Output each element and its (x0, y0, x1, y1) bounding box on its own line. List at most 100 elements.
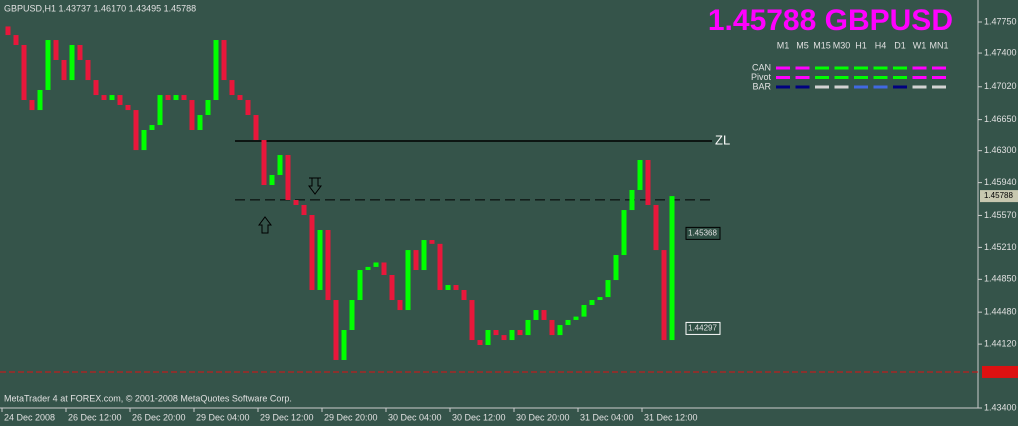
x-tick-label: 30 Dec 20:00 (516, 412, 570, 422)
footer: MetaTrader 4 at FOREX.com, © 2001-2008 M… (4, 393, 292, 403)
y-tick-label: 1.43400 (984, 402, 1017, 412)
candle-body (485, 330, 491, 345)
candle-body (333, 300, 339, 360)
y-tick-label: 1.45570 (984, 210, 1017, 220)
candle-body (37, 89, 43, 111)
x-tick-label: 30 Dec 12:00 (452, 412, 506, 422)
y-tick-label: 1.44120 (984, 338, 1017, 348)
candle-body (397, 300, 403, 311)
candle-body (213, 40, 219, 101)
level-marker (982, 365, 1018, 378)
x-tick-label: 30 Dec 04:00 (388, 412, 442, 422)
candle-body (325, 230, 331, 301)
candle-body (85, 59, 91, 81)
x-tick-label: 26 Dec 20:00 (132, 412, 186, 422)
x-tick-label: 31 Dec 04:00 (580, 412, 634, 422)
y-tick-label: 1.46300 (984, 145, 1017, 155)
y-tick-label: 1.46650 (984, 114, 1017, 124)
candle-body (517, 330, 523, 336)
candle-body (245, 100, 251, 116)
y-tick-label: 1.44850 (984, 274, 1017, 284)
panel-column: W1 (913, 40, 927, 50)
x-tick-label: 24 Dec 2008 (4, 412, 55, 422)
candle-body (293, 200, 299, 205)
candle-body (437, 243, 443, 290)
candle-body (629, 189, 635, 211)
candle-body (173, 95, 179, 101)
candle-body (405, 250, 411, 311)
candle-body (157, 95, 163, 126)
candle-body (261, 140, 267, 186)
candle-body (61, 59, 67, 81)
panel-column: M15 (813, 40, 831, 50)
y-tick-label: 1.47020 (984, 81, 1017, 91)
panel-row-label: BAR (752, 81, 771, 91)
candle-body (109, 95, 115, 101)
candle-body (389, 274, 395, 301)
candle-body (469, 300, 475, 341)
candle-body (29, 100, 35, 111)
x-tick-label: 26 Dec 12:00 (68, 412, 122, 422)
candle-body (77, 44, 83, 60)
candle-body (309, 215, 315, 290)
candle-body (69, 44, 75, 81)
candle-body (125, 104, 131, 111)
chart-title: GBPUSD,H1 1.43737 1.46170 1.43495 1.4578… (4, 3, 196, 13)
candle-body (461, 289, 467, 301)
candle-body (477, 340, 483, 345)
panel-column: MN1 (929, 40, 948, 50)
candle-body (13, 35, 19, 45)
panel-column: M1 (777, 40, 790, 50)
candle-body (661, 250, 667, 341)
x-tick-label: 29 Dec 04:00 (196, 412, 250, 422)
candle-body (229, 80, 235, 96)
candle-body (301, 204, 307, 216)
candle-body (365, 266, 371, 271)
candle-body (525, 319, 531, 336)
candle-body (317, 230, 323, 290)
candle-body (613, 255, 619, 281)
candle-body (101, 95, 107, 101)
panel-column: M5 (796, 40, 809, 50)
candle-body (349, 300, 355, 331)
candle-body (53, 40, 59, 60)
candle-body (277, 155, 283, 175)
current-price-box (980, 190, 1018, 203)
y-tick-label: 1.47400 (984, 47, 1017, 57)
y-tick-label: 1.45210 (984, 242, 1017, 252)
candle-body (653, 204, 659, 251)
candle-body (117, 95, 123, 105)
candle-body (541, 310, 547, 320)
candle-body (557, 325, 563, 336)
candle-body (493, 330, 499, 336)
candle-body (413, 250, 419, 271)
candle-body (637, 159, 643, 190)
candle-body (93, 80, 99, 96)
panel-row-label: Pivot (751, 72, 772, 82)
arrow-down (308, 177, 322, 195)
candle-body (341, 330, 347, 360)
x-tick-label: 31 Dec 12:00 (644, 412, 698, 422)
y-tick-label: 1.47750 (984, 16, 1017, 26)
x-tick-label: 29 Dec 12:00 (260, 412, 314, 422)
candle-body (501, 335, 507, 341)
panel-column: D1 (894, 40, 906, 50)
panel-column: H4 (875, 40, 887, 50)
candle-body (133, 110, 139, 151)
candle-body (373, 262, 379, 267)
candle-body (181, 95, 187, 101)
candle-body (381, 262, 387, 275)
candle-body (21, 44, 27, 101)
candle-body (285, 155, 291, 201)
candle-body (253, 115, 259, 141)
candle-body (205, 100, 211, 116)
y-tick-label: 1.45940 (984, 177, 1017, 187)
candle-body (5, 26, 11, 36)
price-tag-box (685, 226, 721, 240)
candle-body (197, 115, 203, 131)
panel-column: M30 (833, 40, 851, 50)
current-price-label: 1.45788 (984, 191, 1013, 200)
